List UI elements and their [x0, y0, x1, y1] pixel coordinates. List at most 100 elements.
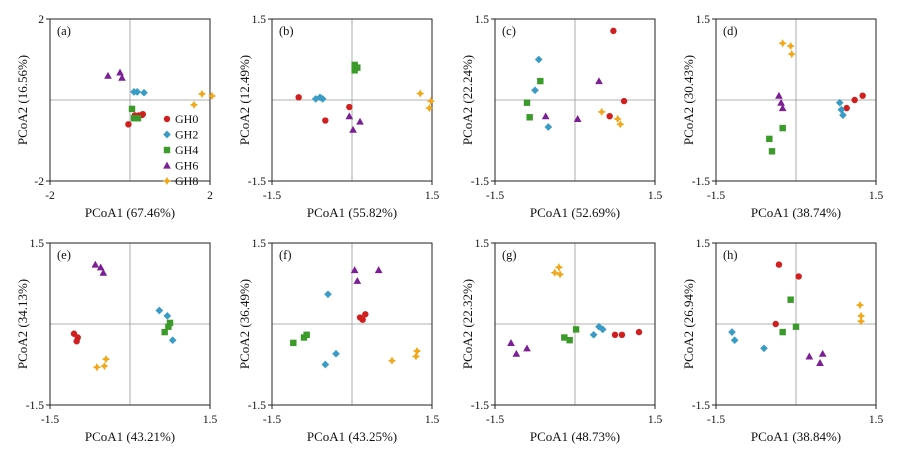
plot-frame: [494, 242, 656, 406]
data-point-gh4: [128, 105, 136, 113]
data-point-gh2: [155, 306, 164, 315]
legend-item-gh6: GH6: [163, 159, 198, 173]
data-point-gh6: [777, 98, 785, 106]
data-point-gh4: [351, 61, 358, 69]
data-point-gh6: [91, 260, 100, 268]
panel-letter: (e): [57, 248, 71, 262]
data-point-gh4: [165, 323, 172, 330]
data-point-gh6: [104, 71, 112, 79]
data-point-gh4: [792, 323, 800, 330]
data-point-gh6: [805, 352, 814, 360]
data-point-gh6: [507, 339, 515, 346]
x-axis-label: PCoA1 (67.46%): [85, 205, 175, 220]
data-point-gh0: [635, 328, 643, 336]
panel-a: -2 2 2 -2 PCoA1 (67.46%) PCoA2 (16.56%) (a) GH0…: [15, 14, 217, 220]
x-tick-label: 2: [207, 190, 213, 202]
panel-g: -1.5 1.5 1.5 -1.5 PCoA1 (48.73%) PCoA2 (22.32…: [460, 238, 662, 444]
data-point-gh2: [324, 290, 332, 299]
data-point-gh2: [332, 349, 340, 358]
data-point-gh2: [140, 88, 148, 97]
data-point-gh8: [855, 300, 865, 310]
y-tick-label: -1.5: [248, 400, 266, 412]
data-point-gh0: [611, 331, 619, 338]
data-point-gh8: [412, 346, 422, 356]
data-point-gh8: [100, 361, 109, 371]
legend-item-gh4: GH4: [163, 143, 198, 157]
data-point-gh8: [425, 103, 434, 113]
data-point-gh4: [779, 328, 786, 336]
data-point-gh6: [116, 68, 124, 76]
plot-frame: [494, 18, 656, 182]
data-point-gh0: [618, 331, 626, 338]
x-tick-label: -2: [45, 190, 55, 202]
data-point-gh4: [130, 115, 138, 122]
data-point-gh0: [362, 311, 369, 318]
data-point-gh6: [353, 276, 362, 284]
data-point-gh0: [346, 103, 353, 111]
legend-marker-gh4: [163, 146, 171, 154]
data-point-gh2: [531, 86, 539, 95]
panel-letter: (d): [723, 24, 738, 38]
data-point-gh0: [772, 320, 779, 328]
x-tick-label: -1.5: [263, 414, 281, 426]
data-point-gh4: [134, 115, 142, 122]
data-point-gh4: [766, 135, 773, 143]
data-point-gh0: [606, 113, 613, 120]
y-tick-label: 1.5: [475, 238, 490, 250]
panel-letter: (a): [57, 24, 71, 38]
data-point-gh2: [835, 98, 844, 107]
data-point-gh6: [512, 349, 521, 357]
data-point-gh2: [534, 55, 543, 64]
panel-h: -1.5 1.5 1.5 -1.5 PCoA1 (38.84%) PCoA2 (26.94…: [681, 238, 883, 444]
data-point-gh2: [168, 336, 177, 345]
data-point-gh8: [197, 89, 207, 99]
data-point-gh2: [728, 328, 736, 336]
data-point-gh0: [139, 110, 146, 118]
data-point-gh2: [321, 360, 330, 369]
data-point-gh8: [416, 89, 425, 98]
plot-frame: [715, 18, 877, 182]
data-point-gh8: [92, 363, 102, 372]
y-axis-label: PCoA2 (36.49%): [237, 279, 252, 369]
data-point-gh4: [787, 296, 794, 303]
data-point-gh4: [537, 77, 544, 85]
data-point-gh6: [595, 77, 603, 85]
panel-letter: (h): [723, 248, 738, 262]
data-point-gh8: [426, 96, 436, 106]
data-point-gh8: [411, 352, 421, 361]
panel-b: -1.5 1.5 1.5 -1.5 PCoA1 (55.82%) PCoA2 (12.49…: [237, 14, 439, 220]
data-point-gh2: [133, 88, 142, 96]
data-point-gh0: [859, 92, 866, 99]
data-point-gh8: [786, 41, 795, 51]
data-point-gh2: [595, 322, 603, 331]
y-tick-label: -1.5: [471, 176, 489, 188]
x-axis-label: PCoA1 (52.69%): [530, 205, 620, 220]
data-point-gh4: [572, 326, 580, 333]
legend-marker-gh6: [163, 161, 171, 169]
y-axis-label: PCoA2 (22.24%): [460, 55, 475, 145]
data-point-gh0: [775, 261, 783, 268]
panel-d: -1.5 1.5 1.5 -1.5 PCoA1 (38.74%) PCoA2 (30.43…: [681, 14, 883, 220]
y-tick-label: 1.5: [252, 238, 267, 250]
legend-marker-gh8: [162, 176, 172, 186]
data-point-gh6: [523, 344, 531, 352]
data-point-gh4: [526, 114, 533, 121]
data-point-gh0: [322, 117, 329, 124]
y-axis-label: PCoA2 (30.43%): [681, 55, 696, 145]
data-point-gh6: [816, 359, 824, 366]
x-tick-label: -1.5: [263, 190, 281, 202]
data-point-gh8: [554, 263, 564, 272]
y-axis-label: PCoA2 (26.94%): [681, 279, 696, 369]
data-point-gh2: [598, 325, 607, 334]
data-point-gh2: [760, 344, 768, 353]
data-point-gh6: [350, 266, 359, 274]
y-tick-label: 1.5: [696, 14, 711, 26]
data-point-gh2: [839, 111, 847, 119]
data-point-gh8: [787, 49, 796, 59]
data-point-gh6: [356, 117, 364, 125]
y-tick-label: -1.5: [471, 400, 489, 412]
data-point-gh8: [856, 317, 866, 326]
data-point-gh6: [573, 115, 582, 122]
data-point-gh0: [125, 121, 132, 128]
y-axis-label: PCoA2 (16.56%): [15, 55, 30, 145]
